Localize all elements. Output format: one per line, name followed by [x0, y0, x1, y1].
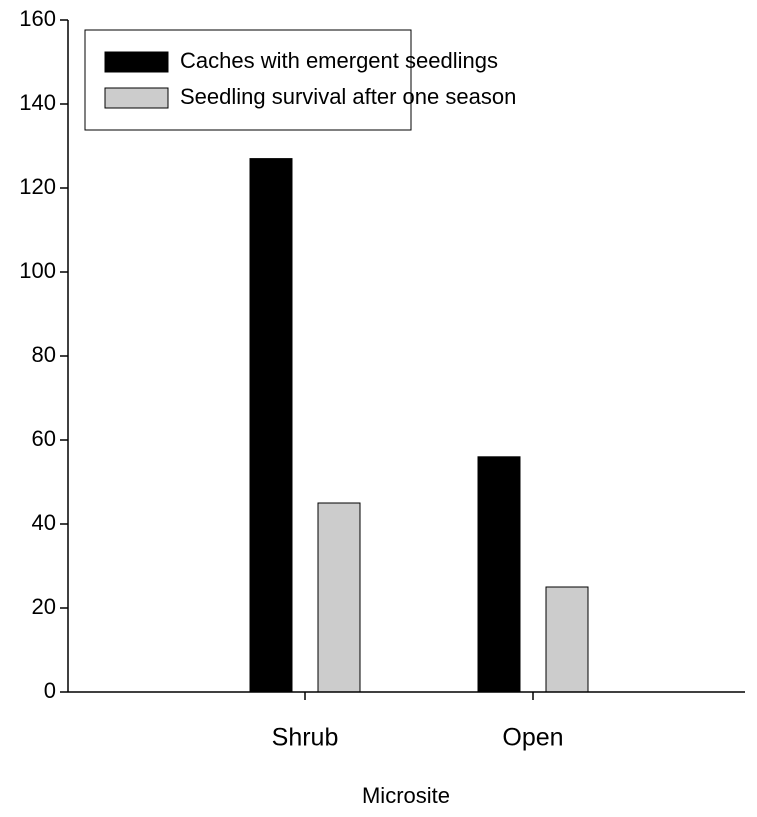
bar	[249, 158, 293, 693]
bar	[477, 456, 521, 693]
legend-label: Seedling survival after one season	[180, 84, 516, 109]
legend-swatch	[104, 87, 169, 109]
legend-label: Caches with emergent seedlings	[180, 48, 498, 73]
y-tick-label: 80	[32, 342, 56, 367]
x-axis-title: Microsite	[362, 783, 450, 808]
bar	[545, 586, 589, 693]
x-tick-label: Shrub	[272, 724, 339, 752]
y-tick-label: 20	[32, 594, 56, 619]
y-tick-label: 160	[19, 6, 56, 31]
bar	[317, 502, 361, 693]
y-tick-label: 100	[19, 258, 56, 283]
y-tick-label: 60	[32, 426, 56, 451]
y-tick-label: 40	[32, 510, 56, 535]
y-tick-label: 0	[44, 678, 56, 703]
y-tick-label: 120	[19, 174, 56, 199]
legend-box	[84, 29, 412, 131]
y-tick-label: 140	[19, 90, 56, 115]
x-tick-label: Open	[502, 724, 563, 752]
legend-swatch	[104, 51, 169, 73]
